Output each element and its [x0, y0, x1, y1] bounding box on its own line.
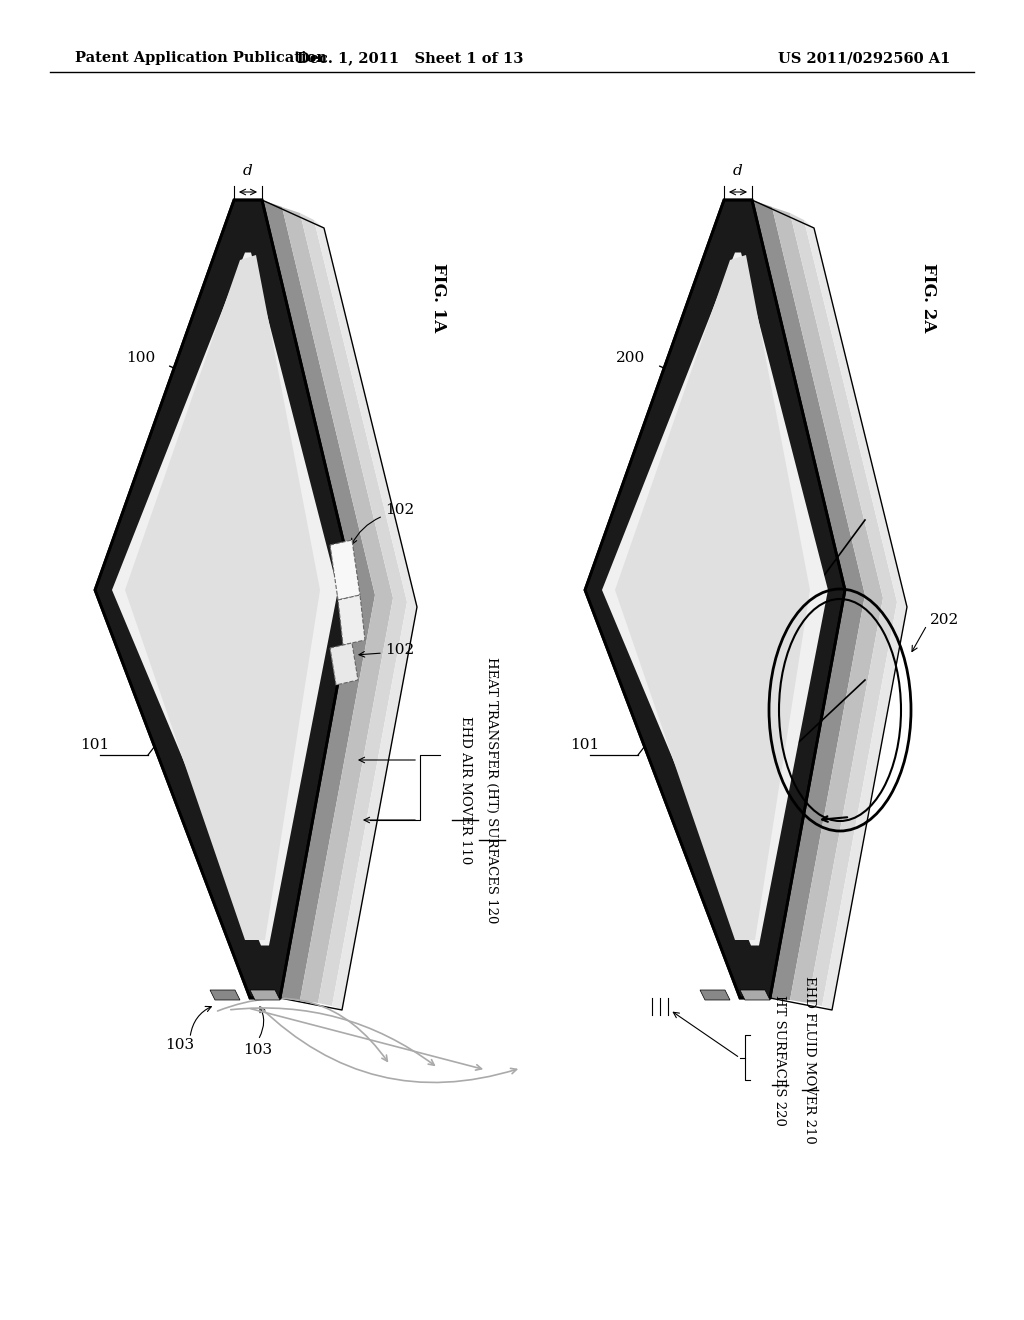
- Text: 103: 103: [244, 1043, 272, 1057]
- Text: US 2011/0292560 A1: US 2011/0292560 A1: [777, 51, 950, 65]
- Polygon shape: [300, 213, 407, 1006]
- Polygon shape: [700, 990, 730, 1001]
- Polygon shape: [615, 255, 810, 940]
- Text: 102: 102: [385, 643, 415, 657]
- Polygon shape: [330, 540, 360, 601]
- Text: HEAT TRANSFER (HT) SURFACES 120: HEAT TRANSFER (HT) SURFACES 120: [485, 657, 499, 923]
- Text: 200: 200: [615, 351, 645, 366]
- Text: Patent Application Publication: Patent Application Publication: [75, 51, 327, 65]
- Polygon shape: [602, 252, 828, 945]
- Text: 103: 103: [166, 1038, 195, 1052]
- Polygon shape: [740, 990, 770, 1001]
- Polygon shape: [95, 201, 355, 998]
- Polygon shape: [585, 201, 845, 998]
- Text: FIG. 1A: FIG. 1A: [430, 264, 447, 333]
- Polygon shape: [282, 207, 393, 1003]
- Text: d: d: [243, 164, 253, 178]
- Polygon shape: [790, 213, 897, 1006]
- Text: 202: 202: [930, 612, 959, 627]
- Polygon shape: [210, 990, 240, 1001]
- Polygon shape: [250, 990, 280, 1001]
- Text: 102: 102: [385, 503, 415, 517]
- Polygon shape: [314, 220, 417, 1010]
- Text: Dec. 1, 2011   Sheet 1 of 13: Dec. 1, 2011 Sheet 1 of 13: [297, 51, 523, 65]
- Text: EHD AIR MOVER 110: EHD AIR MOVER 110: [459, 715, 471, 865]
- Text: 100: 100: [126, 351, 155, 366]
- Polygon shape: [125, 255, 319, 940]
- Polygon shape: [338, 595, 365, 645]
- Polygon shape: [262, 201, 375, 1001]
- Polygon shape: [330, 643, 358, 685]
- Text: 101: 101: [570, 738, 599, 752]
- Text: FIG. 2A: FIG. 2A: [920, 263, 937, 333]
- Polygon shape: [804, 220, 907, 1010]
- Polygon shape: [772, 207, 883, 1003]
- Text: EHD FLUID MOVER 210: EHD FLUID MOVER 210: [804, 975, 816, 1144]
- Polygon shape: [752, 201, 865, 1001]
- Text: HT SURFACES 220: HT SURFACES 220: [773, 994, 786, 1126]
- Text: 101: 101: [80, 738, 110, 752]
- Text: d: d: [733, 164, 742, 178]
- Polygon shape: [112, 252, 338, 945]
